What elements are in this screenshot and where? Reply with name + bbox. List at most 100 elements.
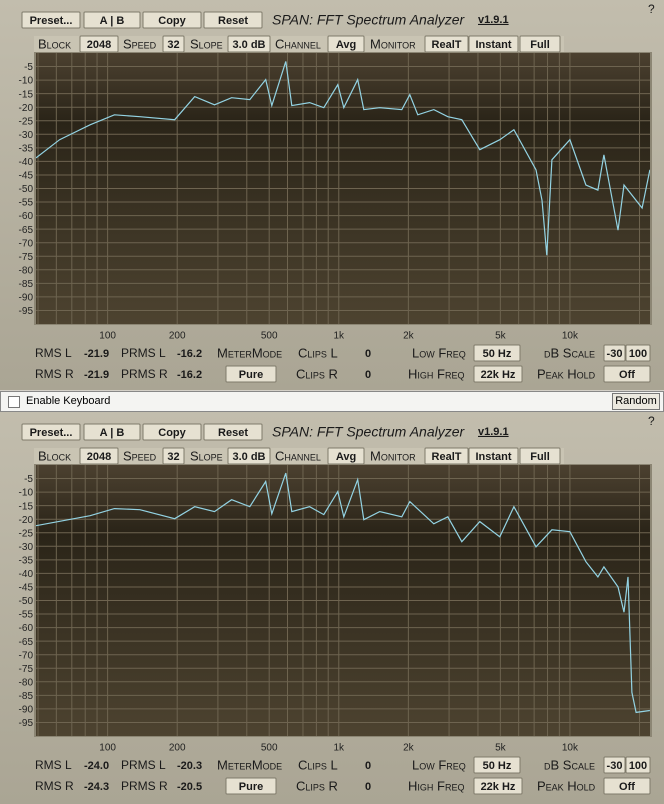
button-label[interactable]: Avg [336, 451, 356, 463]
plugin-title: SPAN: FFT Spectrum Analyzer [272, 12, 465, 28]
button-label[interactable]: Reset [218, 427, 248, 439]
y-tick-label: -85 [19, 691, 34, 702]
button[interactable] [203, 423, 263, 441]
button[interactable] [603, 365, 651, 383]
button[interactable] [21, 11, 81, 29]
version: v1.9.1 [478, 14, 509, 26]
button-label[interactable]: Instant [475, 451, 511, 463]
button-label[interactable]: 50 Hz [483, 760, 512, 772]
button-label[interactable]: Pure [239, 781, 263, 793]
x-tick-label: 5k [495, 743, 507, 754]
button-label[interactable]: -30 [607, 348, 623, 360]
button-label[interactable]: Instant [475, 39, 511, 51]
y-tick-label: -60 [19, 211, 34, 222]
button-label[interactable]: A | B [100, 427, 125, 439]
y-tick-label: -10 [19, 488, 34, 499]
y-tick-label: -45 [19, 583, 34, 594]
button[interactable] [473, 756, 521, 774]
y-tick-label: -90 [19, 293, 34, 304]
button-label[interactable]: Preset... [30, 15, 73, 27]
y-tick-label: -5 [24, 474, 33, 485]
x-tick-label: 200 [169, 331, 186, 342]
value: -16.2 [177, 369, 202, 381]
button-label[interactable]: Full [530, 39, 550, 51]
button-label[interactable]: Avg [336, 39, 356, 51]
span-panel: Preset... A | B Copy Reset SPAN: FFT Spectru… [0, 412, 664, 804]
button[interactable] [625, 344, 651, 362]
label: RMS R [35, 779, 74, 793]
button-label[interactable]: -30 [607, 760, 623, 772]
y-tick-label: -90 [19, 705, 34, 716]
y-tick-label: -70 [19, 650, 34, 661]
x-tick-label: 200 [169, 743, 186, 754]
label: Channel [275, 36, 321, 51]
button-label[interactable]: Copy [158, 427, 186, 439]
label: Speed [123, 448, 157, 463]
label: PRMS R [121, 367, 168, 381]
button-label[interactable]: 32 [167, 451, 179, 463]
x-tick-label: 2k [403, 331, 415, 342]
value: -20.3 [177, 760, 202, 772]
button-label[interactable]: 50 Hz [483, 348, 512, 360]
value: 0 [365, 348, 371, 360]
button-label[interactable]: Full [530, 451, 550, 463]
value: -21.9 [84, 369, 109, 381]
button[interactable] [21, 423, 81, 441]
button-label[interactable]: 3.0 dB [232, 451, 265, 463]
help[interactable]: ? [648, 414, 655, 428]
button[interactable] [603, 344, 626, 362]
button-label[interactable]: Off [619, 781, 635, 793]
button-label[interactable]: 2048 [87, 451, 111, 463]
checkbox-label[interactable]: Enable Keyboard [26, 395, 111, 407]
button[interactable] [83, 423, 141, 441]
button[interactable] [142, 423, 202, 441]
help[interactable]: ? [648, 2, 655, 16]
label: RMS L [35, 346, 72, 360]
button-label[interactable]: 100 [629, 760, 647, 772]
y-tick-label: -75 [19, 252, 34, 263]
button[interactable] [225, 777, 277, 795]
button[interactable] [473, 777, 523, 795]
button-label[interactable]: RealT [432, 39, 462, 51]
x-tick-label: 5k [495, 331, 507, 342]
button[interactable] [142, 11, 202, 29]
button-label[interactable]: Off [619, 369, 635, 381]
label: MeterMode [217, 757, 282, 772]
label: Channel [275, 448, 321, 463]
button-label[interactable]: Preset... [30, 427, 73, 439]
button-label[interactable]: 22k Hz [481, 781, 516, 793]
button-label[interactable]: 3.0 dB [232, 39, 265, 51]
button-label[interactable]: 2048 [87, 39, 111, 51]
label: Monitor [370, 448, 416, 463]
button[interactable] [83, 11, 141, 29]
button[interactable] [625, 756, 651, 774]
button-label[interactable]: RealT [432, 451, 462, 463]
label: RMS L [35, 758, 72, 772]
button-label[interactable]: Pure [239, 369, 263, 381]
checkbox[interactable] [8, 396, 20, 408]
y-tick-label: -60 [19, 623, 34, 634]
button-label[interactable]: A | B [100, 15, 125, 27]
x-tick-label: 1k [333, 743, 345, 754]
value: 0 [365, 781, 371, 793]
label: PRMS L [121, 758, 166, 772]
y-tick-label: -35 [19, 143, 34, 154]
button[interactable] [203, 11, 263, 29]
y-tick-label: -95 [19, 306, 34, 317]
random-button[interactable]: Random [612, 393, 660, 410]
button[interactable] [473, 365, 523, 383]
y-tick-label: -75 [19, 664, 34, 675]
button-label[interactable]: Copy [158, 15, 186, 27]
label: PRMS L [121, 346, 166, 360]
button[interactable] [603, 756, 626, 774]
button-label[interactable]: 32 [167, 39, 179, 51]
button[interactable] [603, 777, 651, 795]
button-label[interactable]: Reset [218, 15, 248, 27]
button[interactable] [225, 365, 277, 383]
button-label[interactable]: 100 [629, 348, 647, 360]
button-label[interactable]: 22k Hz [481, 369, 516, 381]
button[interactable] [473, 344, 521, 362]
y-tick-label: -85 [19, 279, 34, 290]
label: Peak Hold [537, 366, 596, 381]
label: MeterMode [217, 345, 282, 360]
